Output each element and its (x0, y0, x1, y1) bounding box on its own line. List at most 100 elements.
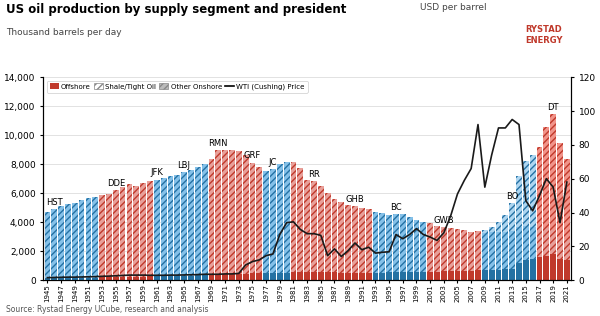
Bar (421, 222, 426, 272)
Bar (379, 272, 385, 280)
Bar (127, 184, 133, 277)
Bar (195, 276, 200, 280)
Bar (202, 275, 208, 280)
Bar (304, 272, 310, 280)
Bar (496, 222, 502, 232)
Bar (461, 230, 467, 271)
Bar (229, 274, 235, 280)
Bar (256, 167, 262, 273)
Bar (52, 209, 57, 278)
Bar (366, 273, 371, 280)
Bar (44, 212, 50, 278)
Bar (475, 270, 481, 280)
Bar (175, 276, 180, 280)
Bar (236, 274, 242, 280)
Bar (290, 161, 296, 272)
Bar (489, 270, 494, 280)
Bar (489, 233, 494, 270)
Bar (489, 227, 494, 233)
Bar (550, 254, 556, 280)
Bar (564, 239, 570, 260)
Bar (270, 273, 276, 280)
Bar (65, 204, 71, 278)
Text: US oil production by supply segment and president: US oil production by supply segment and … (6, 3, 346, 16)
Bar (393, 215, 399, 272)
Bar (530, 258, 536, 280)
Bar (536, 147, 542, 227)
Bar (448, 228, 454, 271)
Bar (359, 273, 365, 280)
Bar (434, 272, 440, 280)
Bar (530, 227, 536, 258)
Bar (544, 228, 549, 256)
Bar (181, 172, 187, 276)
Bar (79, 278, 85, 280)
Text: DDE: DDE (107, 179, 125, 188)
Text: JC: JC (269, 158, 277, 167)
Bar (277, 273, 283, 280)
Bar (386, 272, 392, 280)
Bar (202, 164, 208, 275)
Bar (147, 181, 153, 276)
Bar (544, 256, 549, 280)
Bar (496, 232, 502, 270)
Legend: Offshore, Shale/Tight Oil, Other Onshore, WTI (Cushing) Price: Offshore, Shale/Tight Oil, Other Onshore… (47, 81, 308, 93)
Bar (502, 215, 508, 232)
Bar (243, 274, 248, 280)
Bar (502, 232, 508, 269)
Bar (52, 278, 57, 280)
Bar (215, 150, 221, 274)
Bar (44, 278, 50, 280)
Bar (509, 231, 515, 269)
Bar (516, 263, 522, 280)
Bar (455, 271, 460, 280)
Bar (161, 276, 167, 280)
Bar (468, 270, 474, 280)
Bar (338, 273, 344, 280)
Bar (167, 276, 173, 280)
Bar (99, 277, 105, 280)
Bar (441, 227, 447, 271)
Bar (482, 233, 488, 270)
Bar (461, 271, 467, 280)
Bar (229, 150, 235, 274)
Bar (79, 200, 85, 278)
Bar (133, 277, 139, 280)
Bar (338, 202, 344, 273)
Bar (523, 260, 529, 280)
Bar (127, 277, 133, 280)
Bar (441, 271, 447, 280)
Bar (92, 277, 98, 280)
Bar (215, 274, 221, 280)
Text: GRF: GRF (244, 151, 261, 160)
Text: Thousand barrels per day: Thousand barrels per day (6, 28, 122, 37)
Bar (99, 195, 105, 277)
Bar (325, 193, 331, 272)
Bar (536, 257, 542, 280)
Bar (311, 181, 317, 272)
Bar (65, 278, 71, 280)
Bar (113, 277, 119, 280)
Bar (407, 217, 413, 272)
Bar (557, 237, 563, 258)
Bar (181, 276, 187, 280)
Bar (434, 226, 440, 272)
Bar (119, 187, 125, 277)
Text: GHB: GHB (346, 195, 364, 204)
Bar (413, 272, 419, 280)
Bar (496, 270, 502, 280)
Bar (222, 274, 228, 280)
Bar (236, 151, 242, 274)
Bar (277, 164, 283, 273)
Bar (345, 205, 351, 273)
Bar (175, 175, 180, 276)
Text: RMN: RMN (209, 139, 228, 148)
Bar (250, 162, 256, 273)
Bar (86, 278, 91, 280)
Bar (263, 171, 269, 273)
Bar (318, 272, 323, 280)
Bar (509, 269, 515, 280)
Bar (195, 167, 200, 276)
Bar (133, 185, 139, 277)
Bar (386, 215, 392, 272)
